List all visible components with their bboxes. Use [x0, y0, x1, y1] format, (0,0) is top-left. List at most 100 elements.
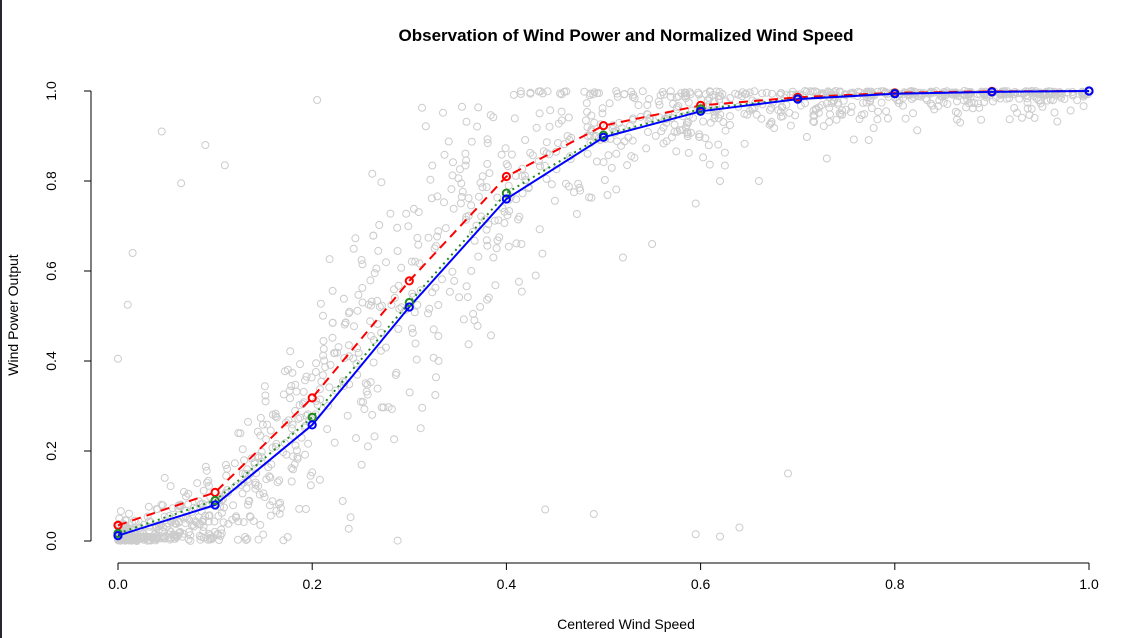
observation-point — [1079, 102, 1088, 111]
observation-point — [432, 242, 440, 250]
observation-point — [325, 255, 334, 264]
observation-point — [478, 183, 487, 192]
observation-point — [612, 87, 621, 96]
series-point-2 — [890, 89, 900, 99]
observation-point — [415, 259, 424, 268]
observation-point — [975, 103, 984, 112]
observation-point — [491, 281, 500, 290]
observation-point — [922, 94, 930, 103]
observation-point — [377, 301, 386, 310]
observation-point — [408, 324, 416, 333]
observation-point — [146, 536, 155, 545]
observation-point — [331, 386, 340, 395]
observation-point — [873, 115, 882, 124]
observation-point — [464, 340, 473, 349]
observation-point — [705, 160, 714, 169]
observation-point — [338, 497, 347, 505]
observation-point — [251, 478, 260, 487]
observation-point — [528, 151, 537, 160]
observation-point — [339, 294, 348, 303]
observation-point — [476, 178, 485, 187]
observation-point — [236, 429, 245, 438]
observation-point — [219, 518, 228, 527]
observation-point — [319, 351, 328, 360]
observation-point — [321, 363, 330, 372]
observation-point — [677, 89, 686, 98]
observation-point — [701, 134, 710, 143]
observation-point — [542, 149, 551, 158]
observation-point — [279, 390, 288, 399]
observation-point — [630, 94, 639, 103]
observation-point — [909, 109, 917, 118]
observation-point — [686, 90, 695, 99]
observation-point — [434, 301, 443, 309]
chart-title: Observation of Wind Power and Normalized… — [399, 26, 854, 45]
observation-point — [432, 373, 440, 382]
observation-point — [289, 465, 297, 474]
observation-point — [526, 148, 535, 157]
observation-point — [387, 405, 396, 414]
x-tick-label: 0.8 — [885, 576, 905, 592]
observation-point — [184, 535, 193, 544]
observation-point — [228, 515, 237, 524]
observation-point — [846, 108, 855, 117]
observation-point — [667, 133, 676, 142]
observation-point — [287, 464, 296, 473]
observation-point — [288, 368, 297, 377]
observation-point — [382, 258, 390, 267]
observation-point — [735, 523, 744, 532]
observation-point — [521, 136, 530, 144]
observation-point — [114, 354, 122, 363]
observation-point — [501, 144, 510, 153]
observation-point — [618, 253, 627, 262]
observation-point — [390, 285, 398, 294]
observation-point — [832, 115, 841, 124]
y-tick-label: 0.6 — [43, 261, 59, 281]
observation-point — [431, 283, 440, 292]
observation-point — [532, 123, 541, 132]
observation-point — [160, 532, 169, 541]
observation-point — [670, 120, 679, 129]
observation-point — [716, 532, 724, 541]
observation-point — [291, 380, 300, 389]
observation-point — [330, 349, 339, 358]
observation-point — [315, 385, 324, 394]
observation-point — [328, 333, 337, 342]
observation-point — [193, 479, 202, 488]
series-point-1 — [210, 495, 220, 506]
observation-point — [1015, 94, 1024, 103]
observation-point — [394, 281, 403, 290]
observation-point — [266, 511, 275, 520]
observation-point — [802, 87, 811, 96]
observation-point — [1066, 106, 1075, 115]
observation-point — [276, 504, 285, 513]
observation-point — [449, 158, 457, 167]
observation-point — [786, 121, 795, 130]
observation-point — [292, 446, 301, 455]
observation-point — [256, 413, 265, 422]
observation-point — [330, 438, 339, 447]
observation-point — [574, 179, 583, 188]
observation-point — [545, 122, 554, 131]
observation-point — [500, 207, 509, 216]
observation-point — [592, 157, 601, 166]
observation-point — [429, 353, 438, 362]
observation-point — [562, 179, 570, 188]
observation-point — [483, 139, 492, 148]
observation-point — [557, 116, 566, 125]
observation-point — [599, 158, 608, 167]
observation-point — [502, 160, 511, 169]
observation-point — [726, 121, 734, 129]
observation-point — [151, 536, 160, 545]
observation-point — [681, 94, 690, 103]
observation-point — [343, 411, 352, 420]
observation-point — [474, 103, 483, 112]
observation-point — [220, 503, 228, 512]
observation-point — [467, 137, 476, 146]
observation-point — [265, 472, 274, 481]
observation-point — [743, 110, 752, 119]
observation-point — [478, 172, 487, 181]
observation-point — [444, 137, 453, 146]
observation-point — [265, 501, 274, 510]
observation-point — [583, 107, 592, 116]
